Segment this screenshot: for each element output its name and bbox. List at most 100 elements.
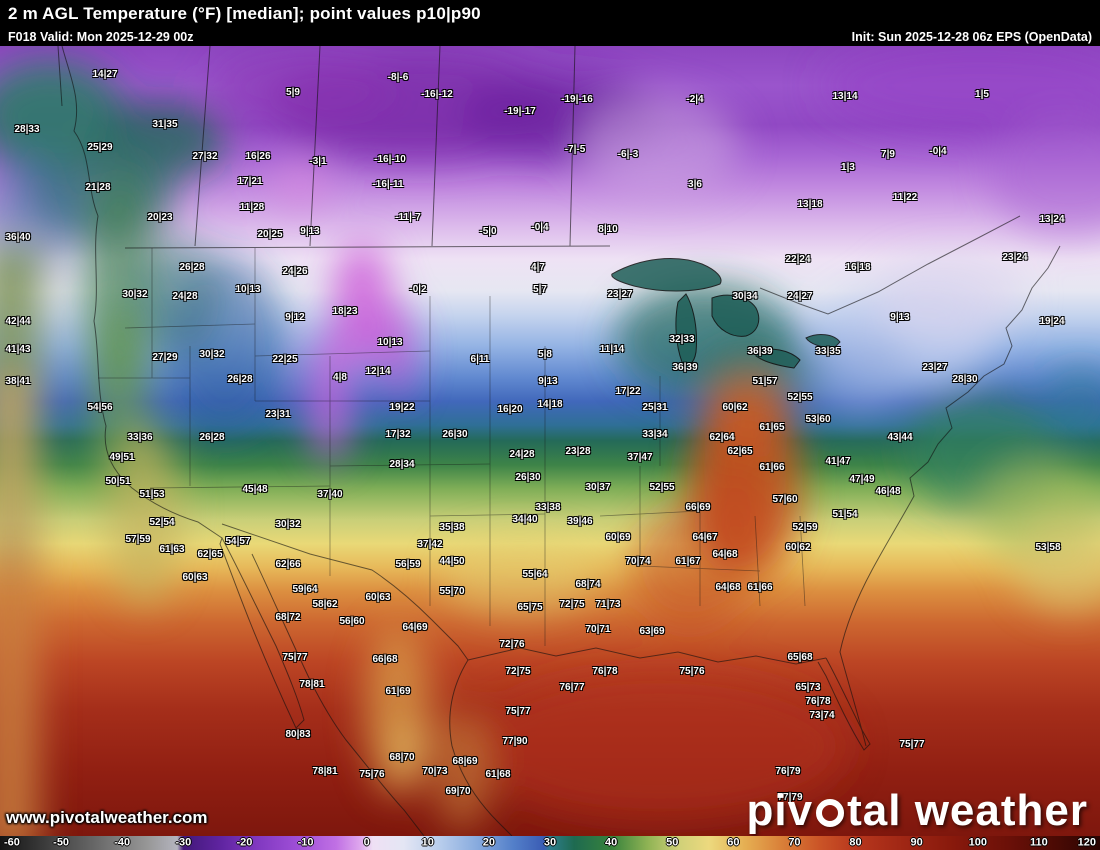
point-value: 30|37 <box>585 482 611 493</box>
point-value: 30|34 <box>732 291 758 302</box>
point-value: 4|8 <box>333 372 347 383</box>
map-title: 2 m AGL Temperature (°F) [median]; point… <box>8 4 481 23</box>
point-value: 78|81 <box>312 766 338 777</box>
point-value: 23|24 <box>1002 252 1028 263</box>
point-value: 30|32 <box>275 519 301 530</box>
point-value: 76|78 <box>805 696 831 707</box>
point-value: 68|69 <box>452 756 478 767</box>
point-value: 75|77 <box>282 652 308 663</box>
point-value: 43|44 <box>887 432 913 443</box>
point-value: 17|32 <box>385 429 411 440</box>
point-value: 37|40 <box>317 489 343 500</box>
point-value: 64|68 <box>715 582 741 593</box>
point-values-layer: 14|27 5|9 -8|-6 -16|-12 -19|-17 -19|-16 -2|4 13… <box>0 46 1100 836</box>
colorbar-tick: 30 <box>543 836 557 849</box>
point-value: 68|72 <box>275 612 301 623</box>
point-value: 37|42 <box>417 539 443 550</box>
point-value: 51|57 <box>752 376 778 387</box>
point-value: 49|51 <box>109 452 135 463</box>
point-value: 77|79 <box>777 792 803 803</box>
point-value: 68|74 <box>575 579 601 590</box>
point-value: 66|68 <box>372 654 398 665</box>
point-value: -11|-7 <box>395 212 421 223</box>
point-value: 41|43 <box>5 344 31 355</box>
point-value: 62|66 <box>275 559 301 570</box>
point-value: 5|9 <box>286 87 300 98</box>
color-scale-ticks: -60 -50 -40 -30 -20 -10 0 10 20 30 40 50 60 70 80 90 100… <box>0 836 1100 850</box>
point-value: 50|51 <box>105 476 131 487</box>
point-value: 27|32 <box>192 151 218 162</box>
point-value: 25|31 <box>642 402 668 413</box>
point-value: 33|35 <box>815 346 841 357</box>
run-info-bar: F018 Valid: Mon 2025-12-29 00z Init: Sun… <box>0 28 1100 46</box>
point-value: 61|69 <box>385 686 411 697</box>
point-value: 27|29 <box>152 352 178 363</box>
point-value: 34|40 <box>512 514 538 525</box>
point-value: 22|24 <box>785 254 811 265</box>
point-value: 16|26 <box>245 151 271 162</box>
colorbar-tick: -40 <box>114 836 131 849</box>
point-value: 28|34 <box>389 459 415 470</box>
colorbar-tick: -20 <box>236 836 253 849</box>
point-value: 9|13 <box>890 312 910 323</box>
point-value: 44|50 <box>439 556 465 567</box>
point-value: 19|22 <box>389 402 415 413</box>
point-value: 76|79 <box>775 766 801 777</box>
point-value: -0|2 <box>409 284 427 295</box>
point-value: 56|59 <box>395 559 421 570</box>
point-value: 8|10 <box>598 224 618 235</box>
point-value: 17|21 <box>237 176 263 187</box>
point-value: 39|46 <box>567 516 593 527</box>
point-value: -0|4 <box>531 222 549 233</box>
point-value: 73|74 <box>809 710 835 721</box>
weather-map[interactable]: 14|27 5|9 -8|-6 -16|-12 -19|-17 -19|-16 -2|4 13… <box>0 46 1100 836</box>
brand-text-left: piv <box>746 786 814 835</box>
point-value: 24|26 <box>282 266 308 277</box>
point-value: 11|22 <box>892 192 918 203</box>
point-value: 63|69 <box>639 626 665 637</box>
colorbar-tick: 10 <box>421 836 434 849</box>
point-value: 47|49 <box>849 474 875 485</box>
point-value: 64|68 <box>712 549 738 560</box>
point-value: 11|28 <box>239 202 265 213</box>
colorbar-tick: 100 <box>968 836 987 849</box>
colorbar-tick: 90 <box>910 836 923 849</box>
point-value: 16|18 <box>845 262 871 273</box>
great-lakes <box>611 258 841 369</box>
point-value: 51|54 <box>832 509 858 520</box>
point-value: 60|62 <box>785 542 811 553</box>
point-value: 38|41 <box>5 376 31 387</box>
point-value: 36|39 <box>747 346 773 357</box>
point-value: 68|70 <box>389 752 415 763</box>
point-value: 13|14 <box>832 91 858 102</box>
point-value: 24|28 <box>509 449 535 460</box>
point-value: 7|9 <box>881 149 895 160</box>
point-value: 70|73 <box>422 766 448 777</box>
point-value: 23|27 <box>607 289 633 300</box>
title-bar: 2 m AGL Temperature (°F) [median]; point… <box>0 0 1100 28</box>
point-value: 70|74 <box>625 556 651 567</box>
point-value: 57|59 <box>125 534 151 545</box>
point-value: 35|38 <box>439 522 465 533</box>
colorbar-tick: -10 <box>297 836 314 849</box>
point-value: 26|28 <box>199 432 225 443</box>
point-value: 28|30 <box>952 374 978 385</box>
point-value: 11|14 <box>599 344 625 355</box>
point-value: 10|13 <box>377 337 403 348</box>
point-value: 55|64 <box>522 569 548 580</box>
point-value: 22|25 <box>272 354 298 365</box>
point-value: 45|48 <box>242 484 268 495</box>
point-value: 54|57 <box>225 536 251 547</box>
point-value: 65|68 <box>787 652 813 663</box>
point-value: 32|33 <box>669 334 695 345</box>
point-value: 24|28 <box>172 291 198 302</box>
point-value: 33|38 <box>535 502 561 513</box>
point-value: 60|69 <box>605 532 631 543</box>
point-value: 54|56 <box>87 402 113 413</box>
point-value: 69|70 <box>445 786 471 797</box>
point-value: 64|69 <box>402 622 428 633</box>
point-value: 52|55 <box>649 482 675 493</box>
point-value: -16|-11 <box>372 179 404 190</box>
point-value: 53|58 <box>1035 542 1061 553</box>
point-value: 20|23 <box>147 212 173 223</box>
